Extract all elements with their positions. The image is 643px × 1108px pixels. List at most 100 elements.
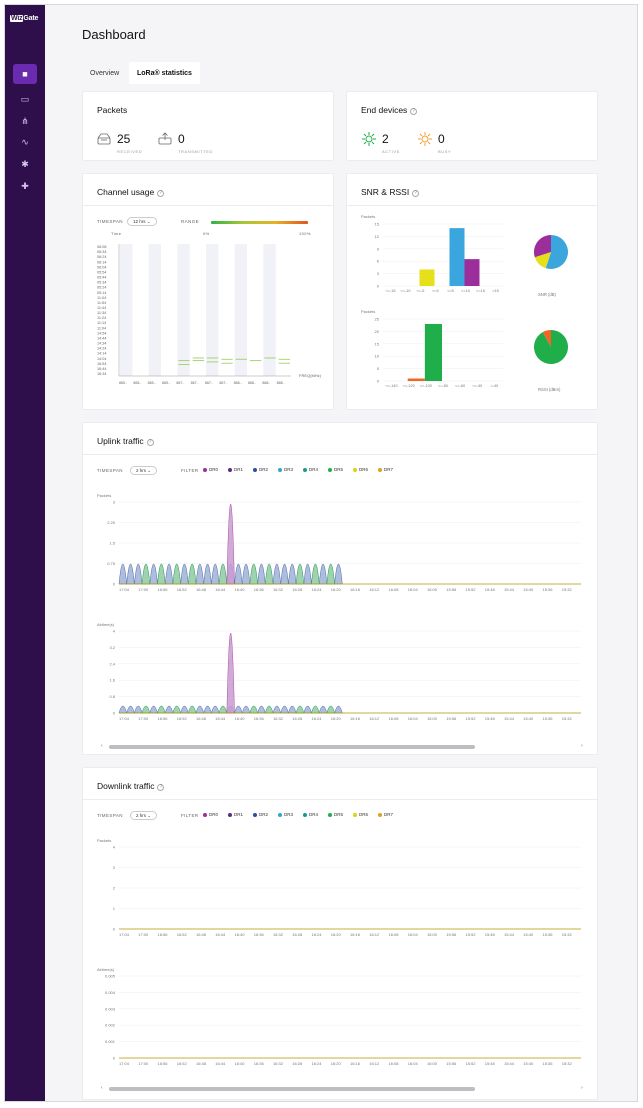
- filter-label: DR1: [234, 467, 244, 472]
- filter-dr7[interactable]: DR7: [378, 467, 393, 472]
- filter-dr1[interactable]: DR1: [228, 812, 243, 817]
- timespan-select[interactable]: 2 hrs ⌄: [130, 811, 158, 820]
- channel-activity-mark: [221, 358, 233, 360]
- filter-dr7[interactable]: DR7: [378, 812, 393, 817]
- filter-dr6[interactable]: DR6: [353, 467, 368, 472]
- packets-card: Packets 25 RECEIVED 0 TRANSMITTED: [82, 91, 334, 161]
- scroll-left-arrow[interactable]: ‹: [101, 1085, 103, 1091]
- timespan-select[interactable]: 2 hrs ⌄: [130, 466, 158, 475]
- snr-chart: Packets 0 3 6 9 12 15 <=-15 <=-10 <=-5 <=0 <=5 <=10 <…: [361, 214, 568, 297]
- series-peak-dr5: [141, 705, 151, 714]
- downlink-airtime-chart: 0 0.001 0.002 0.003 0.004 0.005 17:04 17:00 16:5…: [105, 974, 581, 1066]
- timespan-value: 2 hrs: [136, 813, 147, 818]
- filter-dr0[interactable]: DR0: [203, 467, 218, 472]
- divider: [83, 454, 597, 455]
- freq-tick-label: 867..: [205, 381, 213, 385]
- x-tick-label: 15:36: [543, 587, 554, 592]
- airtime-axis-label: Airtime(s): [97, 622, 115, 627]
- channel-activity-mark: [178, 364, 190, 366]
- series-peak-dr2: [288, 705, 297, 714]
- series-peak-dr2: [118, 705, 127, 714]
- filter-dr0[interactable]: DR0: [203, 812, 218, 817]
- help-icon[interactable]: ?: [157, 190, 165, 197]
- timespan-label: TIMESPAN: [97, 813, 123, 818]
- app-logo[interactable]: WizGate: [10, 15, 38, 22]
- channel-activity-mark: [207, 357, 219, 359]
- x-tick-label: 15:56: [446, 932, 457, 937]
- range-slider[interactable]: [211, 221, 308, 224]
- help-icon[interactable]: ?: [146, 439, 154, 446]
- filter-dr2[interactable]: DR2: [253, 467, 268, 472]
- series-peak-dr5: [265, 705, 274, 714]
- range-max-label: 100%: [299, 231, 311, 236]
- series-peak-dr2: [257, 563, 266, 585]
- timespan-label: TIMESPAN: [97, 468, 123, 473]
- x-tick-label: 15:44: [504, 932, 515, 937]
- series-peak-dr5: [265, 563, 274, 585]
- filter-dr5[interactable]: DR5: [328, 467, 343, 472]
- series-peak-dr5: [295, 563, 305, 585]
- settings-icon[interactable]: ✱: [21, 158, 29, 169]
- x-tick-label: <=-100: [420, 384, 432, 388]
- dashboard-icon[interactable]: ■: [13, 64, 37, 84]
- freq-tick-label: 868..: [262, 381, 270, 385]
- scroll-left-arrow[interactable]: ‹: [101, 743, 103, 749]
- snr-rssi-card: SNR & RSSI? Packets 0 3 6 9 12 15 <=-15 <=-10 <=-…: [346, 173, 598, 410]
- y-tick-label: 10: [375, 354, 380, 359]
- x-tick-label: <=-120: [403, 384, 415, 388]
- series-peak-dr5: [249, 563, 258, 585]
- channel-activity-mark: [221, 362, 233, 364]
- help-icon[interactable]: ?: [412, 190, 420, 197]
- filter-dr5[interactable]: DR5: [328, 812, 343, 817]
- network-icon[interactable]: ⋔: [21, 115, 29, 126]
- app-window: WizGate ■ ▭ ⋔ ∿ ✱ ✚ Dashboard Overview LoRa® …: [4, 4, 638, 1102]
- x-tick-label: >-40: [491, 384, 499, 388]
- x-tick-label: 16:56: [158, 932, 169, 937]
- x-tick-label: 16:20: [331, 716, 342, 721]
- x-tick-label: 16:52: [177, 716, 188, 721]
- tab-overview[interactable]: Overview: [82, 62, 127, 84]
- filter-dr1[interactable]: DR1: [228, 467, 243, 472]
- pie-slice: [534, 235, 551, 258]
- x-tick-label: 16:08: [389, 716, 400, 721]
- x-tick-label: 16:56: [158, 587, 169, 592]
- time-tick-label: 14:34: [97, 342, 107, 346]
- filter-dr3[interactable]: DR3: [278, 812, 293, 817]
- horizontal-scrollbar[interactable]: [109, 745, 475, 749]
- filter-dr6[interactable]: DR6: [353, 812, 368, 817]
- x-tick-label: 16:00: [427, 716, 438, 721]
- x-tick-label: 16:00: [427, 587, 438, 592]
- filter-dr4[interactable]: DR4: [303, 812, 318, 817]
- extensions-icon[interactable]: ✚: [21, 180, 29, 191]
- filter-dr4[interactable]: DR4: [303, 467, 318, 472]
- dr-filter-list: DR0 DR1 DR2 DR3 DR4 DR5 DR6 DR7: [203, 811, 433, 820]
- y-tick-label: 0: [113, 582, 116, 587]
- tab-lora-statistics[interactable]: LoRa® statistics: [129, 62, 200, 84]
- time-tick-label: 16:44: [97, 367, 107, 371]
- scroll-right-arrow[interactable]: ›: [581, 743, 583, 749]
- transmitted-label: TRANSMITTED: [178, 149, 214, 154]
- horizontal-scrollbar[interactable]: [109, 1087, 475, 1091]
- y-tick-label: 3: [113, 500, 116, 505]
- help-icon[interactable]: ?: [157, 784, 165, 791]
- end-devices-title: End devices?: [361, 105, 418, 115]
- scroll-right-arrow[interactable]: ›: [581, 1085, 583, 1091]
- channel-column: [263, 244, 276, 376]
- freq-tick-label: 867..: [219, 381, 227, 385]
- x-tick-label: 16:32: [273, 716, 284, 721]
- filter-dr2[interactable]: DR2: [253, 812, 268, 817]
- y-tick-label: 0: [113, 1056, 116, 1061]
- logo-text-wiz: Wiz: [10, 15, 24, 22]
- filter-dr3[interactable]: DR3: [278, 467, 293, 472]
- series-peak-dr2: [318, 563, 328, 585]
- pie-slice: [542, 330, 551, 347]
- legend-dot: [303, 812, 307, 817]
- gateway-icon[interactable]: ▭: [20, 93, 30, 104]
- help-icon[interactable]: ?: [410, 108, 418, 115]
- x-tick-label: <=15: [476, 289, 485, 293]
- series-peak-dr5: [141, 563, 151, 585]
- timespan-select[interactable]: 12 hrs ⌄: [127, 217, 157, 226]
- filter-label: DR7: [384, 467, 394, 472]
- x-tick-label: 16:36: [254, 1061, 265, 1066]
- activity-icon[interactable]: ∿: [21, 136, 29, 147]
